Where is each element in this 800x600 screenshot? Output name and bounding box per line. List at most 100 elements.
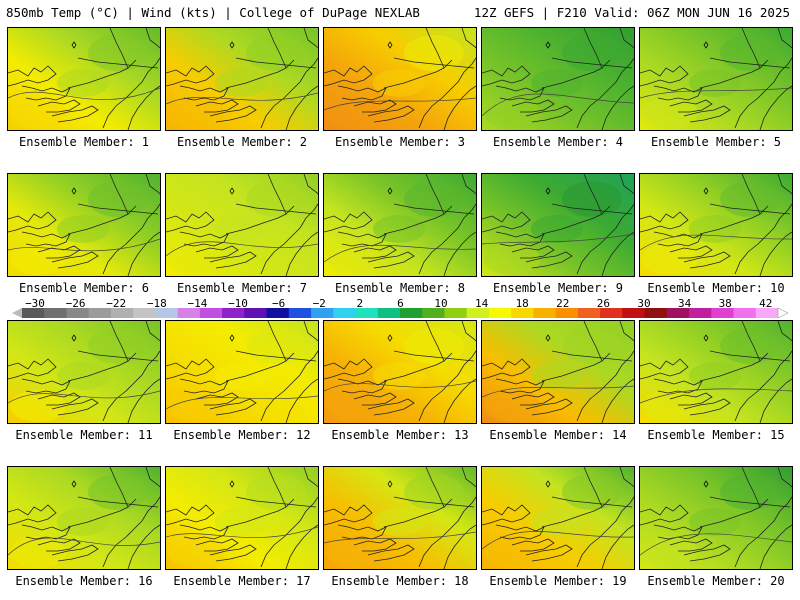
border-line [353,99,397,113]
border-line [495,524,545,540]
temperature-shading [689,362,741,390]
border-line [267,321,287,362]
border-line [225,352,295,382]
border-line [640,358,689,380]
border-line [511,538,555,552]
station-marker-icon [71,480,77,488]
border-line [683,398,731,416]
border-line [8,211,57,233]
isotherm-contour [324,97,476,111]
border-line [759,231,792,276]
border-line [127,524,160,569]
border-line [235,57,317,69]
colorbar-swatch [133,308,156,318]
border-line [37,99,81,113]
temperature-shading [642,390,698,422]
border-line [324,504,373,526]
station-marker-icon [545,334,551,342]
temperature-shading [246,474,306,510]
temperature-shading [57,69,109,97]
border-line [267,28,287,69]
border-line [21,231,71,247]
colorbar-tick-label: 18 [515,297,529,310]
border-line [461,321,476,342]
colorbar-swatch [444,308,468,318]
isotherm-contour [8,238,160,252]
border-line [367,251,415,269]
border-line [285,378,318,423]
border-line [303,174,318,195]
temperature-shading [215,362,267,390]
temperature-shading [373,215,425,243]
border-line [418,350,476,422]
isotherm-contour [640,533,792,556]
border-line [195,392,239,406]
border-line [601,524,634,569]
colorbar-swatch [311,308,334,318]
colorbar-tick-label: 34 [677,297,692,310]
border-line [8,358,57,380]
border-line [21,524,71,540]
colorbar-tick-label: −18 [146,297,167,310]
temperature-shading [642,243,698,275]
colorbar-swatch [533,308,557,318]
border-line [482,65,531,87]
temperature-shading [373,362,425,390]
ensemble-map-panel [165,27,319,131]
colorbar-swatch [488,308,512,318]
station-marker-icon [703,480,709,488]
border-line [383,498,453,528]
colorbar-swatch [288,308,312,318]
border-line [734,350,792,422]
border-line [51,251,99,269]
temperature-shading [404,328,464,364]
border-line [166,211,215,233]
border-line [337,378,387,394]
ensemble-member-label: Ensemble Member: 6 [18,281,150,295]
temperature-shading [373,69,425,97]
border-line [541,498,611,528]
station-marker-icon [387,187,393,195]
ensemble-map-panel [481,27,635,131]
border-line [759,85,792,130]
border-line [709,496,791,508]
colorbar-tick-label: 22 [556,297,570,310]
border-line [461,467,476,488]
border-line [683,251,731,269]
border-line [511,392,555,406]
station-marker-icon [229,334,235,342]
border-line [8,65,57,87]
border-line [576,57,634,129]
border-line [324,211,373,233]
colorbar-swatch [555,308,579,318]
colorbar-tick-label: 38 [718,297,732,310]
temperature-shading [215,215,267,243]
border-line [303,28,318,49]
ensemble-member-label: Ensemble Member: 5 [650,135,782,149]
station-marker-icon [229,41,235,49]
colorbar-swatch [733,308,757,318]
border-line [525,105,573,123]
border-line [260,203,318,275]
isotherm-contour [482,531,634,550]
ensemble-map-panel [639,27,793,131]
border-line [235,350,317,362]
border-line [734,496,792,568]
border-line [741,467,761,508]
border-line [511,99,555,113]
border-line [179,231,229,247]
temperature-shading [326,390,382,422]
border-line [260,350,318,422]
border-line [541,205,611,235]
temperature-shading [168,243,224,275]
colorbar-tick-label: 6 [397,297,404,310]
border-line [303,467,318,488]
border-line [21,85,71,101]
border-line [37,538,81,552]
border-line [51,398,99,416]
border-line [102,496,160,568]
colorbar-swatch [155,308,179,318]
border-line [195,538,239,552]
colorbar-swatch [66,308,90,318]
border-line [353,538,397,552]
